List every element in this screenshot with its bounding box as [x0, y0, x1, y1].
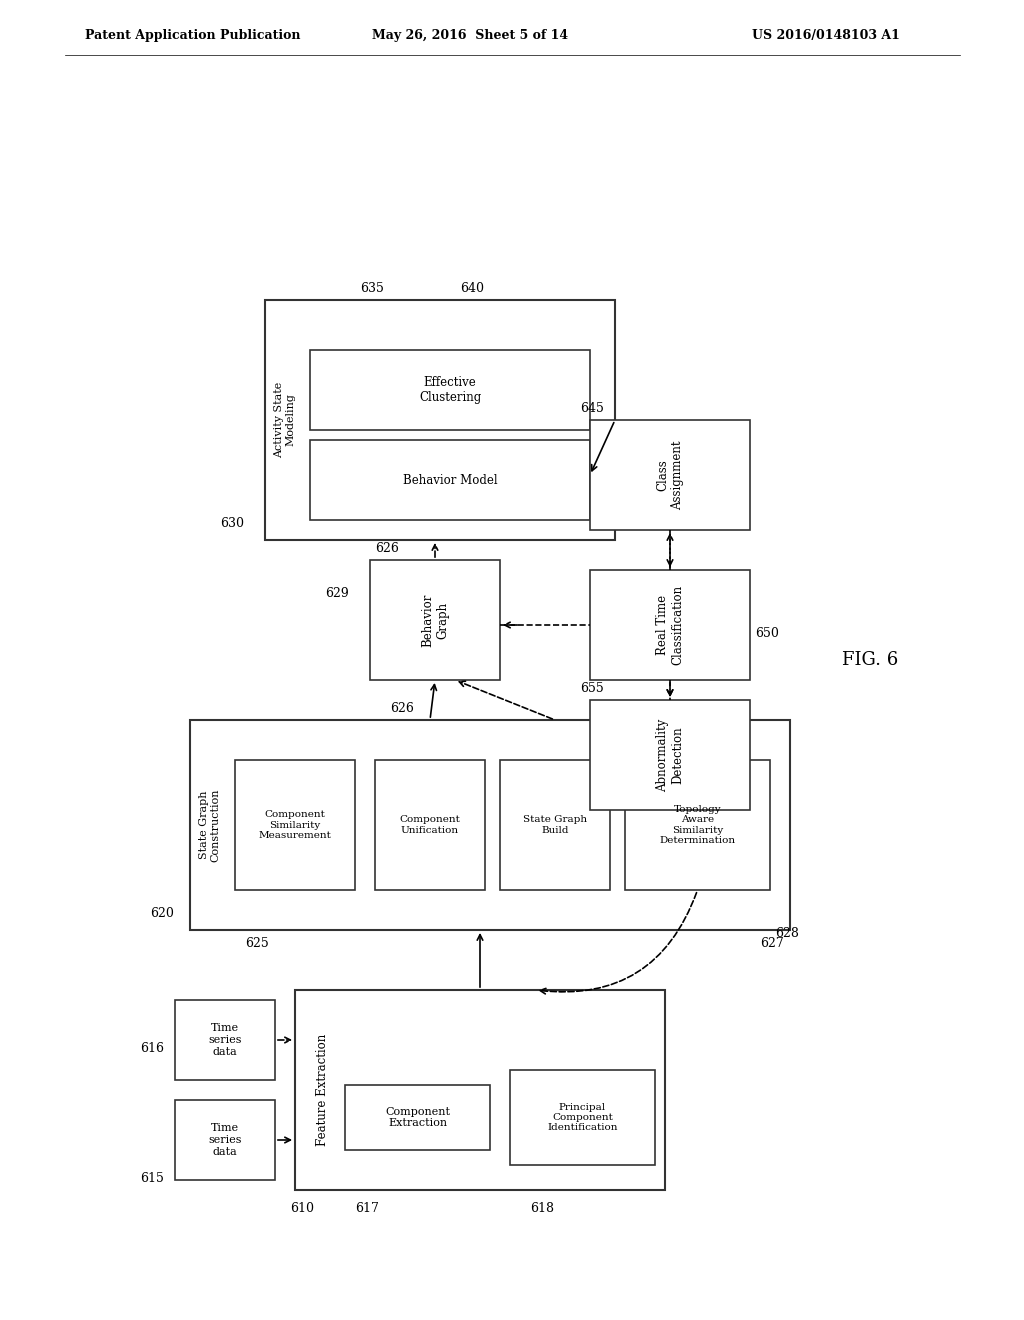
- Text: Patent Application Publication: Patent Application Publication: [85, 29, 300, 41]
- Text: Activity State
Modeling: Activity State Modeling: [274, 381, 296, 458]
- Text: State Graph
Build: State Graph Build: [523, 816, 587, 834]
- Text: 625: 625: [245, 937, 268, 950]
- Text: 626: 626: [390, 702, 414, 715]
- Bar: [310, 350, 590, 430]
- Text: Feature Extraction: Feature Extraction: [316, 1034, 330, 1146]
- Text: 610: 610: [290, 1203, 314, 1214]
- Bar: [295, 990, 665, 1191]
- Text: Behavior
Graph: Behavior Graph: [421, 593, 449, 647]
- FancyArrowPatch shape: [540, 892, 696, 994]
- Text: Effective
Clustering: Effective Clustering: [419, 376, 481, 404]
- Bar: [310, 440, 590, 520]
- Text: 629: 629: [325, 587, 349, 601]
- Bar: [175, 1001, 275, 1080]
- Bar: [175, 1100, 275, 1180]
- Bar: [370, 560, 500, 680]
- Text: 628: 628: [775, 927, 799, 940]
- Text: 655: 655: [580, 682, 604, 696]
- Text: US 2016/0148103 A1: US 2016/0148103 A1: [752, 29, 900, 41]
- Text: Real Time
Classification: Real Time Classification: [656, 585, 684, 665]
- Text: 650: 650: [755, 627, 779, 640]
- Bar: [500, 760, 610, 890]
- Bar: [590, 570, 750, 680]
- Bar: [190, 719, 790, 931]
- Text: Abnormality
Detection: Abnormality Detection: [656, 718, 684, 792]
- Bar: [590, 700, 750, 810]
- Text: 640: 640: [460, 282, 484, 294]
- Text: 617: 617: [355, 1203, 379, 1214]
- Text: Component
Extraction: Component Extraction: [385, 1106, 450, 1129]
- Text: 630: 630: [220, 517, 244, 531]
- Text: May 26, 2016  Sheet 5 of 14: May 26, 2016 Sheet 5 of 14: [372, 29, 568, 41]
- Bar: [510, 1071, 655, 1166]
- Text: Time
series
data: Time series data: [208, 1123, 242, 1156]
- Bar: [234, 760, 355, 890]
- Text: Class
Assignment: Class Assignment: [656, 441, 684, 510]
- Text: 618: 618: [530, 1203, 554, 1214]
- Text: State Graph
Construction: State Graph Construction: [200, 788, 221, 862]
- Text: 626: 626: [375, 543, 399, 554]
- Bar: [265, 300, 615, 540]
- Bar: [345, 1085, 490, 1150]
- Text: Component
Similarity
Measurement: Component Similarity Measurement: [259, 810, 332, 840]
- Text: 627: 627: [760, 937, 783, 950]
- Text: 645: 645: [580, 403, 604, 414]
- Text: FIG. 6: FIG. 6: [842, 651, 898, 669]
- Text: 616: 616: [140, 1041, 164, 1055]
- Text: Principal
Component
Identification: Principal Component Identification: [547, 1102, 617, 1133]
- Text: Component
Unification: Component Unification: [399, 816, 461, 834]
- Text: 635: 635: [360, 282, 384, 294]
- Text: Topology
Aware
Similarity
Determination: Topology Aware Similarity Determination: [659, 805, 735, 845]
- Text: Time
series
data: Time series data: [208, 1023, 242, 1056]
- Text: Behavior Model: Behavior Model: [402, 474, 498, 487]
- Bar: [590, 420, 750, 531]
- Bar: [375, 760, 485, 890]
- Bar: [625, 760, 770, 890]
- Text: 620: 620: [150, 907, 174, 920]
- Text: 615: 615: [140, 1172, 164, 1185]
